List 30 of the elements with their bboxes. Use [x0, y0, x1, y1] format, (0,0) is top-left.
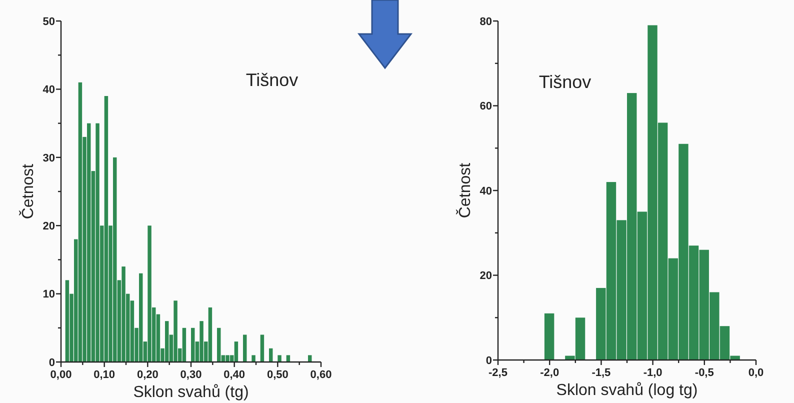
y-tick-label: 0 — [486, 354, 492, 367]
y-tick-label: 0 — [48, 356, 55, 369]
x-tick-label: 0,50 — [266, 369, 288, 381]
x-tick-label: 0,40 — [224, 369, 246, 381]
x-tick-label: -0,5 — [694, 367, 714, 379]
y-tick-label: 20 — [480, 270, 492, 282]
x-tick-label: 0,0 — [748, 367, 764, 379]
x-tick-label: 0,00 — [50, 369, 72, 381]
x-tick-label: 0,60 — [310, 369, 332, 381]
x-tick-label: 0,10 — [94, 369, 116, 381]
x-tick-label: -2,5 — [488, 367, 508, 379]
y-tick-label: 20 — [42, 220, 55, 232]
y-tick-label: 40 — [42, 84, 55, 96]
x-tick-label: -1,0 — [643, 367, 662, 379]
x-axis-title: Sklon svahů (log tg) — [556, 382, 698, 399]
x-tick-label: 0,20 — [136, 369, 158, 381]
y-tick-label: 40 — [480, 185, 492, 198]
y-tick-label: 10 — [42, 288, 55, 301]
y-tick-label: 30 — [42, 152, 55, 164]
x-tick-label: -1,5 — [592, 367, 611, 379]
y-tick-label: 60 — [480, 100, 492, 113]
y-tick-label: 50 — [42, 16, 55, 28]
y-axis-title: Četnost — [456, 162, 474, 218]
x-axis-title: Sklon svahů (tg) — [133, 384, 249, 401]
x-tick-label: 0,30 — [180, 369, 202, 381]
text: Tišnov — [246, 70, 298, 90]
text: Tišnov — [538, 72, 592, 92]
x-tick-label: -2,0 — [540, 367, 560, 379]
y-tick-label: 80 — [480, 16, 492, 28]
y-axis-title: Četnost — [19, 163, 37, 220]
